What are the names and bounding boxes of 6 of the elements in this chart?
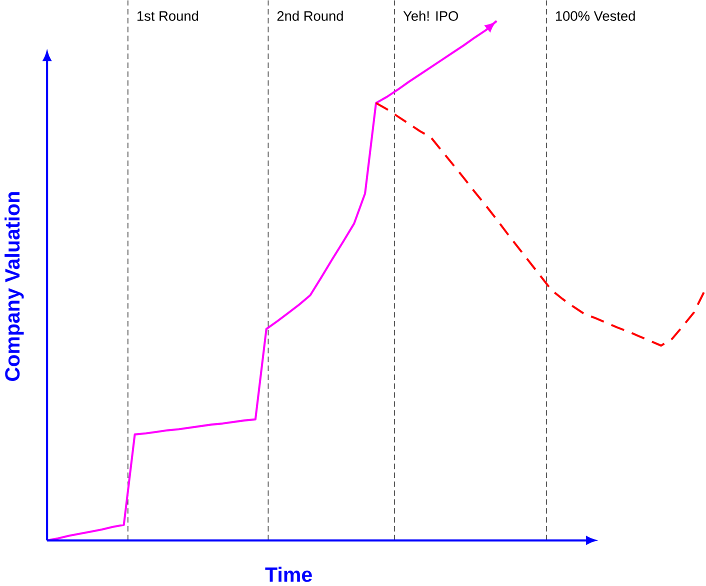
x-tick-label: 100% Vested <box>556 10 635 21</box>
y-axis-title: Company Valuation <box>4 192 24 381</box>
x-tick-label: Yeh! IPO <box>403 10 458 21</box>
x-tick-label: 2nd Round <box>277 10 343 21</box>
x-tick-label: 1st Round <box>137 10 198 21</box>
x-axis-title: Time <box>265 566 312 582</box>
